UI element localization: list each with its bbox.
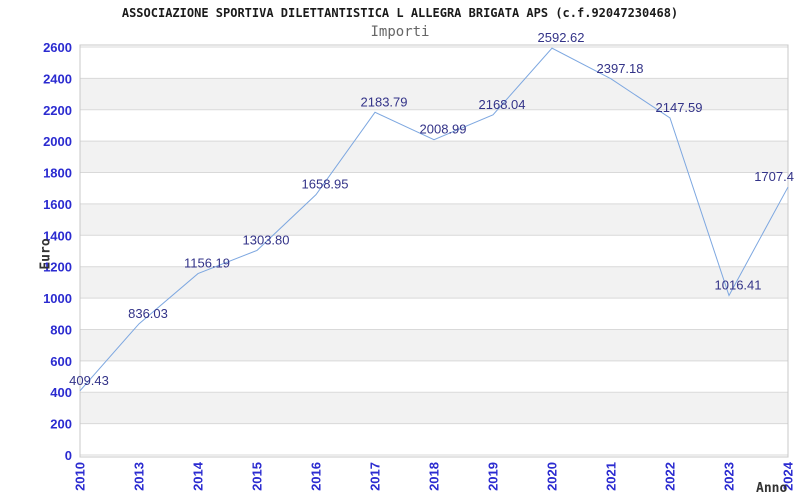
y-tick-label: 1400 [43, 228, 72, 243]
y-tick-label: 1200 [43, 260, 72, 275]
x-tick-label: 2023 [722, 462, 737, 491]
x-tick-label: 2016 [309, 462, 324, 491]
plot-border [79, 44, 789, 458]
point-label: 1016.41 [715, 278, 762, 293]
x-tick-label: 2020 [545, 462, 560, 491]
y-tick-label: 200 [50, 417, 72, 432]
y-axis-title: Euro [38, 238, 54, 270]
y-tick-label: 2600 [43, 40, 72, 55]
x-tick-label: 2019 [486, 462, 501, 491]
alt-band [80, 266, 788, 299]
alt-band [80, 329, 788, 361]
alt-band [80, 392, 788, 424]
point-label: 2168.04 [479, 97, 526, 112]
x-tick-label: 2022 [663, 462, 678, 491]
data-line [79, 47, 789, 392]
y-tick-label: 800 [50, 322, 72, 337]
alt-band [80, 203, 788, 236]
point-label: 836.03 [128, 306, 168, 321]
chart-title: ASSOCIAZIONE SPORTIVA DILETTANTISTICA L … [121, 6, 679, 20]
x-tick-label: 2015 [250, 462, 265, 491]
point-label: 1658.95 [302, 177, 349, 192]
y-tick-label: 400 [50, 385, 72, 400]
point-label: 2147.59 [656, 100, 703, 115]
x-tick-label: 2013 [132, 462, 147, 491]
y-tick-label: 2400 [43, 71, 72, 86]
alt-band [80, 141, 788, 173]
y-tick-label: 2200 [43, 103, 72, 118]
point-label: 2397.18 [597, 61, 644, 76]
point-label: 1156.19 [184, 256, 230, 271]
alt-band [80, 78, 788, 110]
x-tick-label: 2010 [73, 462, 88, 491]
x-axis-title: Anno [756, 481, 788, 496]
x-tick-label: 2018 [427, 462, 442, 491]
x-tick-label: 2017 [368, 462, 383, 491]
point-label: 2008.99 [420, 122, 467, 137]
y-tick-label: 1000 [43, 291, 72, 306]
x-tick-label: 2021 [604, 462, 619, 491]
y-tick-label: 1600 [43, 197, 72, 212]
chart-subtitle: Importi [370, 24, 430, 40]
point-label: 2183.79 [361, 94, 408, 109]
x-tick-label: 2024 [781, 461, 796, 491]
point-label: 409.43 [69, 373, 109, 388]
y-tick-label: 2000 [43, 134, 72, 149]
point-label: 1707.4 [754, 169, 794, 184]
point-label: 2592.62 [538, 30, 585, 45]
y-tick-label: 0 [65, 448, 72, 463]
point-label: 1303.80 [243, 232, 290, 247]
x-tick-label: 2014 [191, 461, 206, 491]
y-tick-label: 600 [50, 354, 72, 369]
y-tick-label: 1800 [43, 166, 72, 181]
